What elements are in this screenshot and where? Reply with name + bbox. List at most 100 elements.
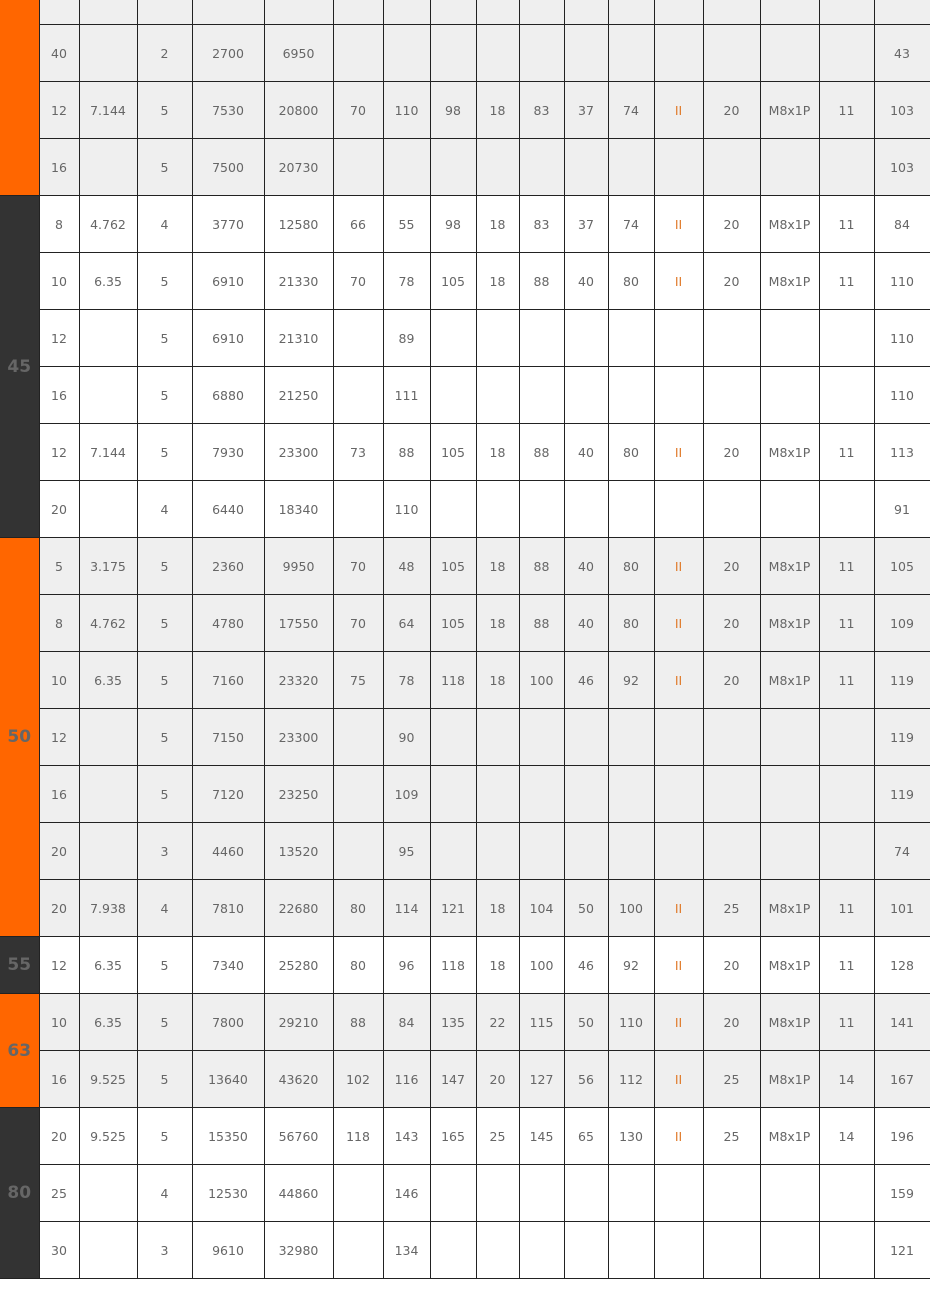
table-row: 12 7.144 5 7530 20800 70 110 98 18 83 37 74 II 20 M8x1… [0,81,930,139]
table-cell: 2360 [191,537,265,595]
table-cell: 88 [518,537,565,595]
table-cell: 7800 [191,993,265,1051]
table-cell: 5 [136,993,193,1051]
table-cell: 18 [475,423,520,481]
table-cell: 25280 [263,936,334,994]
table-cell: M8x1P [759,651,820,709]
table-cell: 11 [818,423,875,481]
table-row: 12 7.144 5 7930 23300 73 88 105 18 88 40 80 II 20 M8x1… [0,423,930,481]
table-cell: 88 [518,594,565,652]
table-cell: 20 [702,195,761,253]
table-cell: 18 [475,81,520,139]
table-cell: 8 [38,594,80,652]
table-cell: 3770 [191,195,265,253]
table-cell: 25 [38,1164,80,1222]
table-cell: 5 [136,936,193,994]
table-cell: 14 [818,1050,875,1108]
table-cell [818,480,875,538]
table-cell [191,0,265,25]
table-cell: 13640 [191,1050,265,1108]
table-cell [332,822,384,880]
table-row: 55 12 6.35 5 7340 25280 80 96 118 18 100 46 92 II 20 M8… [0,936,930,994]
table-cell: M8x1P [759,81,820,139]
table-cell: 17550 [263,594,334,652]
table-cell [607,24,655,82]
table-cell: 7.144 [78,81,138,139]
table-cell: 119 [873,708,930,766]
table-cell [653,0,704,25]
table-cell: 66 [332,195,384,253]
table-cell [382,0,431,25]
table-cell: 10 [38,651,80,709]
table-cell [429,480,477,538]
table-cell: M8x1P [759,1050,820,1108]
table-row: 30 3 9610 32980 134 121 [0,1221,930,1279]
table-cell: 70 [332,81,384,139]
table-row: 45 8 4.762 4 3770 12580 66 55 98 18 83 37 74 II 20 M8x1… [0,195,930,538]
table-cell [429,0,477,25]
table-cell: 20 [702,537,761,595]
table-cell [518,480,565,538]
table-cell: 110 [607,993,655,1051]
table-cell: 74 [873,822,930,880]
table-cell: 83 [518,81,565,139]
table-cell: 75 [332,651,384,709]
table-cell [78,1221,138,1279]
table-cell: 6.35 [78,252,138,310]
table-cell [332,1221,384,1279]
table-cell [702,765,761,823]
table-cell: 64 [382,594,431,652]
table-cell [429,1221,477,1279]
table-cell: 105 [429,537,477,595]
table-cell: 3.175 [78,537,138,595]
table-cell [475,1221,520,1279]
table-cell [873,0,930,25]
table-cell [702,309,761,367]
table-cell: 74 [607,195,655,253]
table-cell: 6910 [191,252,265,310]
table-cell: 70 [332,594,384,652]
table-cell: 3 [136,822,193,880]
table-cell [818,1221,875,1279]
table-cell: 12580 [263,195,334,253]
table-cell: 5 [136,651,193,709]
table-cell: 9950 [263,537,334,595]
table-cell: M8x1P [759,594,820,652]
table-cell: 12 [38,423,80,481]
table-cell: 118 [332,1107,384,1165]
table-cell: 103 [873,81,930,139]
table-cell [607,765,655,823]
table-cell: 7530 [191,81,265,139]
table-cell: 40 [563,537,609,595]
table-cell: 43620 [263,1050,334,1108]
table-cell: 80 [607,594,655,652]
table-cell [332,708,384,766]
table-cell [563,0,609,25]
table-cell: 7340 [191,936,265,994]
table-cell: II [653,81,704,139]
table-row: 8 4.762 5 4780 17550 70 64 105 18 88 40 80 II 20 M8x1P… [0,594,930,652]
table-cell: 18 [475,537,520,595]
group-label: 55 [0,936,39,994]
table-cell: 74 [607,81,655,139]
table-cell [429,765,477,823]
table-cell: 5 [136,81,193,139]
table-cell [607,1164,655,1222]
table-cell: 12 [38,708,80,766]
table-cell: M8x1P [759,993,820,1051]
table-row: 10 6.35 5 6910 21330 70 78 105 18 88 40 80 II 20 M8x1P… [0,252,930,310]
table-cell: 55 [382,195,431,253]
table-cell [332,480,384,538]
table-row: 20 4 6440 18340 110 91 [0,480,930,538]
table-cell: 145 [518,1107,565,1165]
table-cell [263,0,334,25]
table-cell: 44860 [263,1164,334,1222]
table-cell [759,765,820,823]
table-cell: 143 [382,1107,431,1165]
table-cell [332,309,384,367]
table-cell [78,366,138,424]
table-cell: 111 [382,366,431,424]
table-cell: 5 [136,138,193,196]
